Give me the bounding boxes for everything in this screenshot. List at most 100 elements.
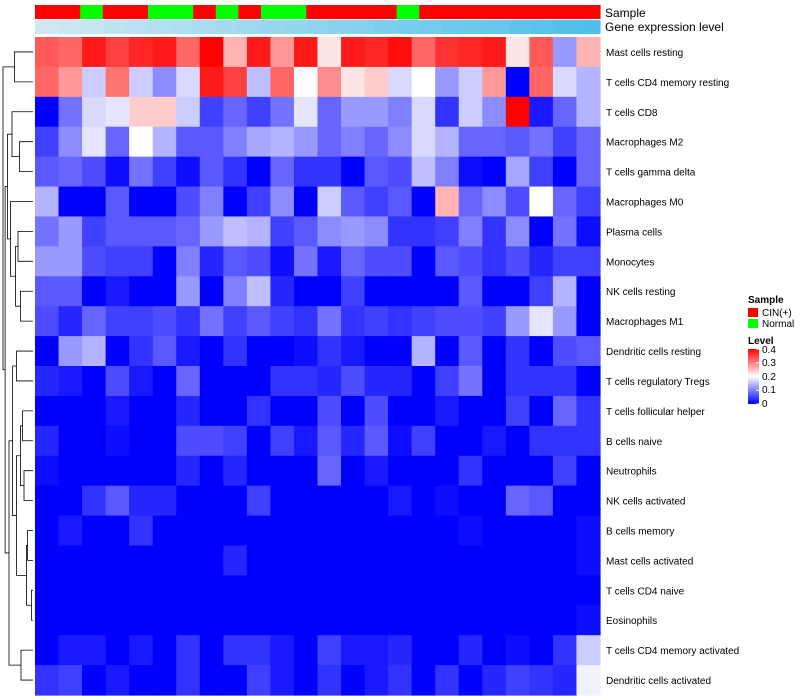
row-label: T cells CD8 (606, 108, 658, 119)
row-label: B cells naive (606, 437, 663, 448)
heatmap-cell (552, 545, 578, 576)
heatmap-cell (482, 515, 507, 547)
dendrogram-branch (19, 141, 33, 172)
heatmap-cell (458, 276, 483, 307)
dendrogram-branch (16, 350, 33, 382)
heatmap-cell (246, 306, 272, 337)
heatmap-cell (35, 665, 60, 696)
heatmap-cell (82, 37, 107, 68)
heatmap-cell (529, 665, 554, 696)
heatmap-cell (435, 156, 460, 188)
heatmap-cell (246, 635, 272, 666)
legend-level-tick: 0.1 (762, 385, 776, 396)
heatmap-cell (341, 485, 366, 517)
heatmap-cell (411, 216, 436, 247)
legend-swatch-normal (748, 319, 758, 328)
heatmap-cell (576, 605, 601, 636)
heatmap-cell (82, 186, 107, 218)
heatmap-cell (435, 575, 460, 606)
heatmap-cell (199, 395, 224, 427)
heatmap-cell (246, 156, 272, 188)
gene-expression-track-cell (80, 20, 104, 34)
heatmap-cell (529, 336, 554, 367)
heatmap-cell (270, 216, 295, 247)
heatmap-cell (552, 425, 578, 457)
heatmap-cell (152, 216, 177, 247)
heatmap-cell (270, 575, 295, 606)
heatmap-cell (176, 485, 201, 517)
heatmap-cell (482, 186, 507, 218)
heatmap-cell (435, 665, 460, 696)
heatmap-cell (552, 395, 578, 427)
dendrogram-branch (16, 455, 27, 576)
heatmap-cell (435, 126, 460, 158)
heatmap-cell (341, 395, 366, 427)
heatmap-cell (152, 276, 177, 307)
heatmap-cell (411, 665, 436, 696)
dendrogram-branch (27, 530, 33, 561)
heatmap-cell (458, 186, 483, 218)
heatmap-cell (458, 156, 483, 188)
heatmap-cell (552, 156, 578, 188)
heatmap-cell (435, 216, 460, 247)
heatmap-cell (293, 665, 319, 696)
heatmap-cell (58, 37, 83, 68)
heatmap-cell (411, 186, 436, 218)
heatmap-cell (435, 96, 460, 128)
heatmap-cell (411, 276, 436, 307)
heatmap-cell (341, 246, 366, 277)
dendrogram-branch (14, 51, 33, 83)
heatmap-cell (35, 605, 60, 636)
heatmap-cell (576, 485, 601, 517)
gene-expression-track-cell (577, 20, 601, 34)
heatmap-cell (199, 575, 224, 606)
heatmap-cell (176, 306, 201, 337)
heatmap-cell (223, 545, 248, 576)
heatmap-cell (435, 276, 460, 307)
sample-track-cell (57, 5, 81, 19)
row-label: NK cells resting (606, 287, 675, 298)
heatmap-cell (529, 306, 554, 337)
heatmap-cell (576, 665, 601, 696)
heatmap-cell (364, 156, 389, 188)
heatmap-cell (105, 276, 130, 307)
heatmap-cell (246, 605, 272, 636)
heatmap-cell (129, 216, 154, 247)
heatmap-cell (270, 425, 295, 457)
heatmap-cell (82, 635, 107, 666)
heatmap-cell (270, 126, 295, 158)
heatmap-cell (105, 545, 130, 576)
legend-label-cin: CIN(+) (762, 308, 792, 319)
heatmap-cell (35, 395, 60, 427)
heatmap-cell (152, 246, 177, 277)
heatmap-cell (246, 96, 272, 128)
heatmap-cell (35, 156, 60, 188)
heatmap-cell (341, 665, 366, 696)
heatmap-cell (482, 366, 507, 397)
heatmap-cell (529, 515, 554, 547)
heatmap-cell (293, 515, 319, 547)
heatmap-cell (270, 605, 295, 636)
heatmap-cell (576, 425, 601, 457)
heatmap-cell (105, 186, 130, 218)
heatmap-cell (411, 515, 436, 547)
heatmap-cell (505, 246, 530, 277)
heatmap-cell (58, 246, 83, 277)
heatmap-cell (176, 276, 201, 307)
heatmap-cell (317, 605, 342, 636)
heatmap-cell (576, 276, 601, 307)
heatmap-cell (58, 216, 83, 247)
heatmap-cell (246, 425, 272, 457)
heatmap-cell (364, 485, 389, 517)
heatmap-cell (293, 395, 319, 427)
heatmap-cell (223, 485, 248, 517)
heatmap-cell (223, 665, 248, 696)
heatmap-cell (529, 485, 554, 517)
heatmap-cell (129, 605, 154, 636)
heatmap-cell (482, 605, 507, 636)
row-label: Macrophages M2 (606, 138, 684, 149)
heatmap-cell (293, 126, 319, 158)
heatmap-cell (270, 156, 295, 188)
heatmap-cell (576, 545, 601, 576)
heatmap-cell (505, 96, 530, 128)
